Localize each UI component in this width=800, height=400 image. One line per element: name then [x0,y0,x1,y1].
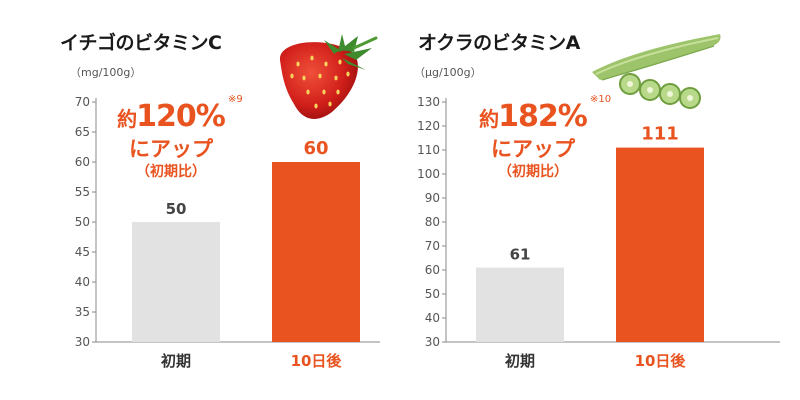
percent-value: 120% [136,99,226,134]
bar-plot: 130 120 110 100 90 80 70 60 50 40 30 61 初期 111 10日後 [417,95,780,370]
y-axis-unit: （μg/100g） [414,66,482,79]
y-tick-label: 40 [425,311,440,325]
y-tick-label: 110 [417,143,440,157]
y-tick-label: 50 [425,287,440,301]
y-axis-unit: （mg/100g） [70,66,142,79]
x-category-label: 10日後 [635,352,687,370]
increase-text: にアップ [491,137,575,161]
x-category-label: 初期 [161,352,191,370]
bar-plot: 70 65 60 55 50 45 40 35 30 50 初期 60 10日後 [75,95,380,370]
y-tick-label: 130 [417,95,440,109]
bar-after-10-days [272,162,360,342]
y-tick-label: 60 [75,155,90,169]
comparison-basis: （初期比） [498,164,568,180]
y-tick-label: 65 [75,125,90,139]
y-tick-label: 30 [75,335,90,349]
y-tick-label: 70 [75,95,90,109]
chart-title: イチゴのビタミンC [60,32,222,54]
bar-after-10-days [616,147,704,342]
y-tick-label: 30 [425,335,440,349]
bar-value-label: 50 [166,200,187,218]
increase-percent: 約120% [96,100,246,136]
y-tick-label: 45 [75,245,90,259]
strawberry-icon [279,34,378,119]
y-tick-label: 35 [75,305,90,319]
increase-text: にアップ [129,137,213,161]
footnote-mark: ※9 [228,94,243,105]
y-tick-label: 55 [75,185,90,199]
footnote-mark: ※10 [590,94,612,105]
bar-value-label: 111 [641,124,679,145]
y-tick-label: 90 [425,191,440,205]
bar-value-label: 61 [510,246,531,264]
y-tick-label: 100 [417,167,440,181]
x-category-label: 初期 [505,352,535,370]
approx-prefix: 約 [479,107,499,131]
percent-value: 182% [498,99,588,134]
approx-prefix: 約 [117,107,137,131]
y-tick-label: 60 [425,263,440,277]
y-tick-label: 40 [75,275,90,289]
bar-value-label: 60 [303,138,328,159]
x-category-label: 10日後 [291,352,343,370]
y-tick-label: 120 [417,119,440,133]
y-tick-label: 50 [75,215,90,229]
comparison-basis: （初期比） [136,164,206,180]
y-tick-label: 80 [425,215,440,229]
increase-callout: 約120% ※9 にアップ （初期比） [96,94,246,182]
bar-initial [132,222,220,342]
chart-panel-okra: オクラのビタミンA （μg/100g） 130 120 110 100 90 80 70 60… [400,0,800,400]
bar-initial [476,267,564,342]
y-tick-label: 70 [425,239,440,253]
chart-panel-strawberry: イチゴのビタミンC （mg/100g） 70 65 60 55 50 45 40 35 30 50… [60,32,380,370]
increase-callout: 約182% ※10 にアップ （初期比） [458,94,611,182]
chart-title: オクラのビタミンA [418,32,580,54]
okra-icon [592,34,721,109]
increase-percent: 約182% [458,100,608,136]
